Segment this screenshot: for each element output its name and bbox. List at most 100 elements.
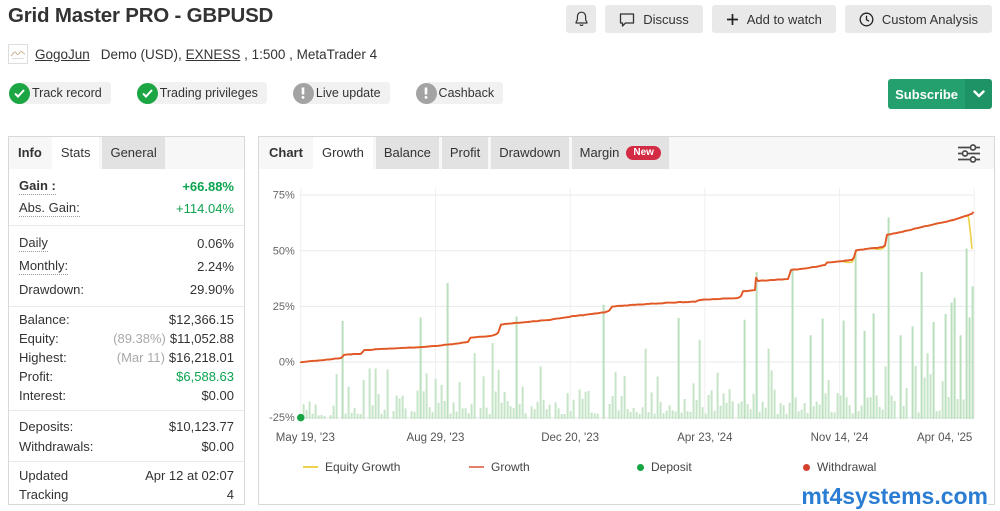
- x-tick-label: May 19, '23: [276, 432, 335, 444]
- tab-stats[interactable]: Stats: [51, 137, 100, 169]
- daily-bar: [800, 409, 803, 419]
- legend-growth[interactable]: Growth: [469, 459, 530, 475]
- daily-bar: [443, 400, 446, 419]
- chart-settings-button[interactable]: [957, 144, 981, 163]
- daily-bar: [941, 381, 944, 419]
- daily-bar: [362, 379, 365, 419]
- stat-label[interactable]: Gain :: [19, 177, 56, 195]
- daily-bar: [479, 408, 482, 419]
- stats-group: Gain : +66.88% Abs. Gain: +114.04%: [9, 169, 244, 226]
- daily-bar: [341, 320, 344, 419]
- daily-bar: [830, 411, 833, 419]
- daily-bar: [848, 405, 851, 419]
- daily-bar: [917, 412, 920, 419]
- sliders-icon: [957, 144, 981, 166]
- tab-info[interactable]: Info: [18, 145, 42, 160]
- daily-bar: [812, 406, 815, 419]
- stat-label[interactable]: Monthly:: [19, 258, 69, 275]
- legend-label: Equity Growth: [325, 460, 401, 474]
- daily-bar: [440, 384, 443, 419]
- badge-track-record[interactable]: Track record: [9, 82, 111, 104]
- daily-bar: [872, 313, 875, 419]
- stat-value: 4: [226, 487, 234, 502]
- stat-label[interactable]: Daily: [19, 235, 48, 252]
- daily-bar: [410, 411, 413, 419]
- daily-bar: [866, 397, 869, 419]
- daily-bar: [683, 398, 686, 419]
- watermark: mt4systems.com: [801, 483, 988, 509]
- daily-bar: [842, 320, 845, 419]
- daily-bar: [713, 410, 716, 419]
- daily-bar: [602, 304, 605, 419]
- daily-bar: [428, 407, 431, 419]
- daily-bar: [536, 401, 539, 419]
- daily-bar: [584, 391, 587, 419]
- daily-bar: [884, 366, 887, 419]
- stat-value: (Mar 11) $16,218.01: [116, 350, 234, 365]
- custom-analysis-button[interactable]: Custom Analysis: [844, 5, 992, 33]
- daily-bar: [965, 248, 968, 419]
- daily-bar: [788, 402, 791, 419]
- tab-profit[interactable]: Profit: [441, 137, 489, 169]
- subscribe-button[interactable]: Subscribe: [888, 79, 965, 109]
- daily-bar: [890, 395, 893, 419]
- tab-chart[interactable]: Chart: [269, 145, 303, 160]
- daily-bar: [368, 368, 371, 419]
- stat-label: Interest:: [19, 388, 66, 403]
- daily-bar: [644, 348, 647, 419]
- daily-bar: [569, 411, 572, 419]
- daily-bar: [590, 412, 593, 419]
- growth-chart[interactable]: 75% 50% 25% 0% -25% May 19, '23 Aug 29, '23 Dec…: [259, 169, 994, 459]
- daily-bar: [413, 411, 416, 419]
- tab-drawdown[interactable]: Drawdown: [491, 137, 569, 169]
- y-tick-label: 50%: [273, 245, 295, 257]
- daily-bar: [452, 402, 455, 419]
- user-link[interactable]: GogoJun: [35, 46, 90, 62]
- daily-bar: [344, 413, 347, 419]
- legend-swatch: [303, 466, 318, 468]
- stat-label[interactable]: Abs. Gain:: [19, 199, 80, 217]
- daily-bar: [635, 412, 638, 419]
- daily-bar: [356, 413, 359, 419]
- daily-bar: [668, 405, 671, 419]
- daily-bar: [359, 414, 362, 419]
- badge-live-update[interactable]: Live update: [292, 82, 390, 104]
- tab-general[interactable]: General: [102, 137, 165, 169]
- daily-bar: [524, 413, 527, 419]
- tab-balance[interactable]: Balance: [375, 137, 439, 169]
- daily-bar: [572, 399, 575, 419]
- series-equity-growth: [300, 214, 973, 363]
- badge-cashback[interactable]: Cashback: [415, 82, 504, 104]
- notifications-button[interactable]: [566, 5, 597, 33]
- daily-bar: [392, 411, 395, 419]
- x-tick-label: Nov 14, '24: [811, 432, 869, 444]
- daily-bar: [431, 412, 434, 419]
- daily-bar: [350, 412, 353, 419]
- add-to-watch-button[interactable]: Add to watch: [711, 5, 836, 33]
- legend-withdrawal[interactable]: Withdrawal: [803, 459, 876, 475]
- tab-growth[interactable]: Growth: [312, 137, 373, 169]
- daily-bar: [377, 394, 380, 419]
- daily-bar: [743, 319, 746, 419]
- legend-equity-growth[interactable]: Equity Growth: [303, 459, 400, 475]
- badge-trading-privileges[interactable]: Trading privileges: [136, 82, 267, 104]
- discuss-button[interactable]: Discuss: [605, 5, 703, 33]
- broker-link[interactable]: EXNESS: [185, 46, 241, 62]
- daily-bar: [386, 369, 389, 419]
- subscribe-dropdown-button[interactable]: [965, 79, 992, 109]
- series-growth: [299, 211, 975, 364]
- daily-bar: [944, 313, 947, 419]
- daily-bar: [968, 317, 971, 419]
- daily-bar: [824, 393, 827, 419]
- account-row: GogoJun Demo (USD), EXNESS , 1:500 , Met…: [8, 44, 377, 64]
- daily-bar: [401, 395, 404, 419]
- daily-bar: [926, 353, 929, 419]
- daily-bar: [950, 302, 953, 419]
- daily-bar: [836, 393, 839, 419]
- daily-bar: [767, 348, 770, 419]
- x-tick-label: Dec 20, '23: [541, 432, 599, 444]
- stats-panel: Info Stats General Gain : +66.88% Abs. Gai…: [8, 136, 245, 505]
- tab-margin[interactable]: Margin New: [571, 137, 669, 169]
- legend-deposit[interactable]: Deposit: [637, 459, 692, 475]
- daily-bar: [521, 386, 524, 419]
